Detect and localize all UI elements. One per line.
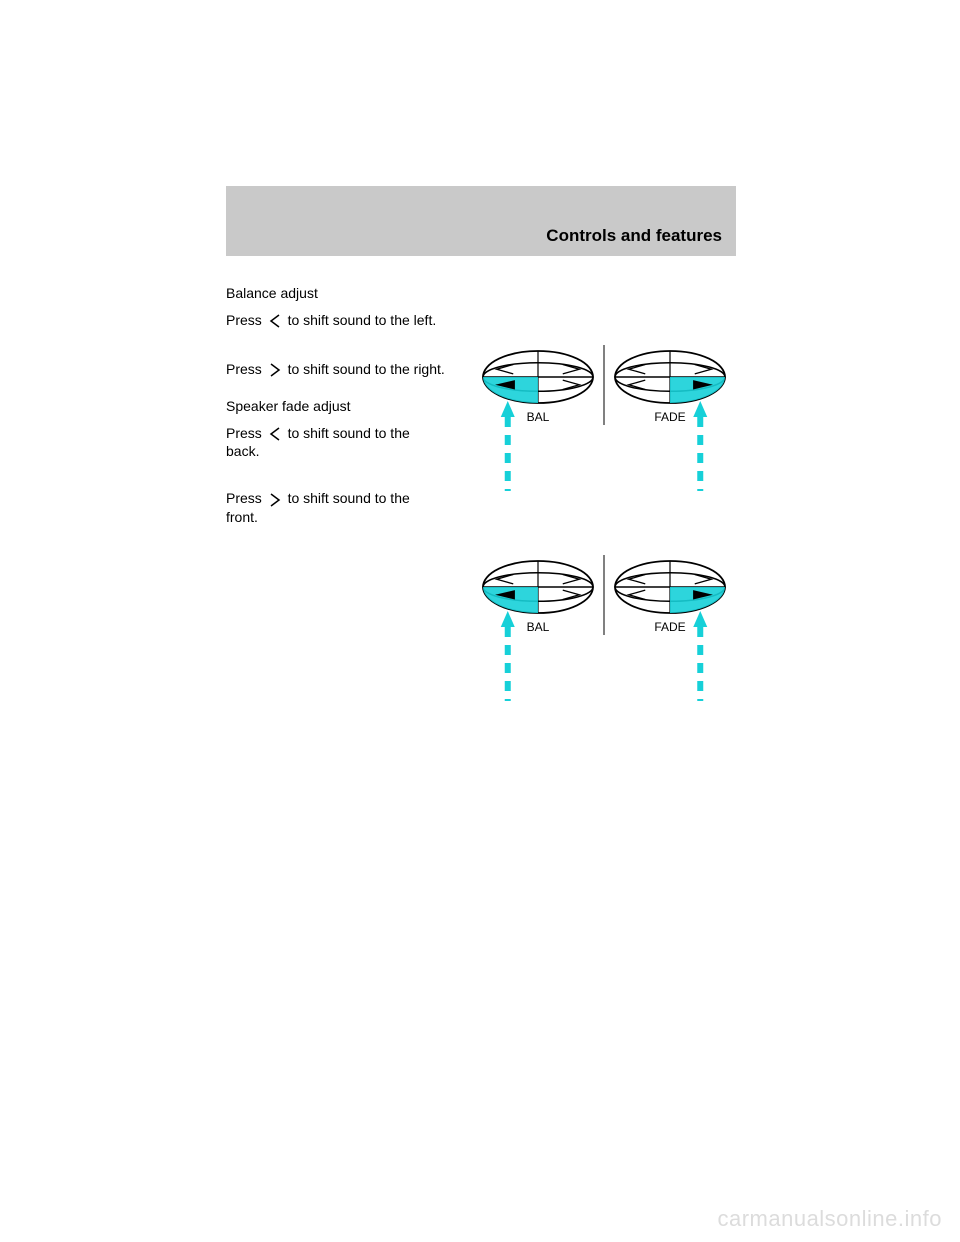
section-header: Controls and features — [226, 186, 736, 256]
triangle-right-icon — [268, 363, 282, 377]
section-title: Controls and features — [546, 226, 722, 245]
fade-front-line: Press to shift sound to the front. — [226, 489, 446, 527]
balance-intro: Balance adjust — [226, 284, 446, 303]
press-label: Press — [226, 490, 262, 506]
press-label: Press — [226, 361, 262, 377]
svg-text:FADE: FADE — [654, 410, 685, 424]
fade-back-line: Press to shift sound to the back. — [226, 424, 446, 462]
fade-front-text-2: front. — [226, 509, 258, 525]
watermark: carmanualsonline.info — [717, 1206, 942, 1232]
balance-right-text: to shift sound to the right. — [288, 361, 445, 377]
fade-back-text-1: to shift sound to the — [288, 425, 410, 441]
balance-left-text: to shift sound to the left. — [288, 312, 437, 328]
balance-left-line: Press to shift sound to the left. — [226, 311, 446, 330]
fade-intro: Speaker fade adjust — [226, 397, 446, 416]
svg-text:BAL: BAL — [527, 410, 550, 424]
fade-back-text-2: back. — [226, 443, 259, 459]
press-label: Press — [226, 312, 262, 328]
triangle-right-icon — [268, 493, 282, 507]
triangle-left-icon — [268, 314, 282, 328]
svg-text:FADE: FADE — [654, 620, 685, 634]
balance-right-line: Press to shift sound to the right. — [226, 360, 446, 379]
balance-control-diagram: BAL FADE — [470, 345, 740, 515]
fade-front-text-1: to shift sound to the — [288, 490, 410, 506]
press-label: Press — [226, 425, 262, 441]
svg-text:BAL: BAL — [527, 620, 550, 634]
triangle-left-icon — [268, 427, 282, 441]
fade-control-diagram: BAL FADE — [470, 555, 740, 725]
